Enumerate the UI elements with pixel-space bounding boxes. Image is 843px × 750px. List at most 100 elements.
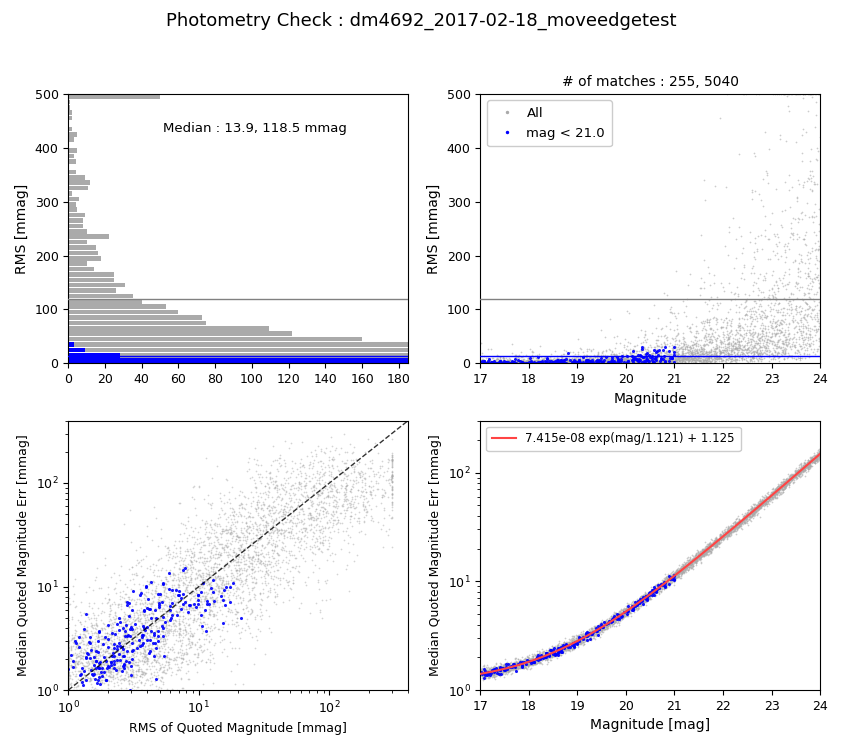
Point <box>561 641 575 653</box>
Point <box>230 616 244 628</box>
Point <box>149 656 163 668</box>
Point <box>637 355 651 367</box>
Point <box>303 458 317 470</box>
Point <box>104 628 117 640</box>
Point <box>497 663 511 675</box>
Point <box>684 350 697 362</box>
Point <box>227 617 240 629</box>
Point <box>781 349 795 361</box>
Point <box>619 357 632 369</box>
Point <box>592 625 605 637</box>
Point <box>106 660 120 672</box>
Point <box>174 600 187 612</box>
Point <box>573 638 587 650</box>
Point <box>529 357 542 369</box>
Point <box>499 658 513 670</box>
Point <box>127 658 141 670</box>
Point <box>325 520 339 532</box>
Point <box>760 167 774 179</box>
Point <box>535 647 549 659</box>
Point <box>377 490 390 502</box>
Point <box>561 636 574 648</box>
Point <box>773 483 787 495</box>
Point <box>668 567 681 579</box>
Point <box>481 357 494 369</box>
Point <box>663 570 676 582</box>
Point <box>673 355 686 367</box>
Point <box>620 354 633 366</box>
Point <box>766 488 780 500</box>
Point <box>534 356 547 368</box>
Point <box>764 302 777 314</box>
Point <box>696 547 710 559</box>
Point <box>90 619 104 631</box>
Point <box>279 551 293 563</box>
Point <box>782 317 796 329</box>
Point <box>686 353 700 365</box>
Point <box>622 357 636 369</box>
Point <box>365 503 379 515</box>
Point <box>776 482 789 494</box>
Point <box>176 518 190 530</box>
Point <box>486 357 500 369</box>
Point <box>192 633 206 645</box>
Point <box>719 311 733 323</box>
Point <box>744 507 758 519</box>
Point <box>681 352 695 364</box>
Point <box>234 498 248 510</box>
Point <box>574 634 588 646</box>
Point <box>783 471 797 483</box>
Point <box>92 684 105 696</box>
Point <box>534 351 548 363</box>
Point <box>668 344 682 356</box>
Point <box>789 352 803 364</box>
Point <box>266 502 279 514</box>
Point <box>187 598 201 610</box>
Point <box>753 348 766 360</box>
Point <box>749 310 762 322</box>
Point <box>594 620 608 632</box>
Point <box>114 684 127 696</box>
Point <box>771 486 785 498</box>
Point <box>787 310 800 322</box>
Point <box>566 353 580 365</box>
Point <box>562 356 576 368</box>
Point <box>619 356 632 368</box>
Point <box>676 565 690 577</box>
Point <box>600 622 614 634</box>
Point <box>745 340 759 352</box>
Point <box>160 615 174 627</box>
Point <box>597 356 610 368</box>
Point <box>222 524 235 536</box>
Point <box>493 356 507 368</box>
Point <box>526 650 540 662</box>
Point <box>652 346 665 358</box>
Point <box>91 631 105 643</box>
Point <box>510 356 524 368</box>
Point <box>215 624 228 636</box>
Point <box>543 356 556 368</box>
Point <box>306 541 319 553</box>
Point <box>589 626 603 638</box>
Point <box>674 567 687 579</box>
Point <box>642 590 655 602</box>
Point <box>630 355 643 367</box>
Point <box>582 356 595 368</box>
Point <box>694 547 707 559</box>
Point <box>565 638 578 650</box>
Point <box>266 440 280 452</box>
Point <box>673 563 686 575</box>
Point <box>519 653 533 665</box>
Point <box>536 352 550 364</box>
Point <box>122 639 136 651</box>
Point <box>216 586 229 598</box>
Point <box>196 573 209 585</box>
Point <box>773 319 787 331</box>
Point <box>261 536 275 548</box>
Point <box>698 338 711 350</box>
Point <box>169 582 182 594</box>
Point <box>261 590 275 602</box>
Point <box>657 351 670 363</box>
Point <box>703 547 717 559</box>
Point <box>708 355 722 367</box>
